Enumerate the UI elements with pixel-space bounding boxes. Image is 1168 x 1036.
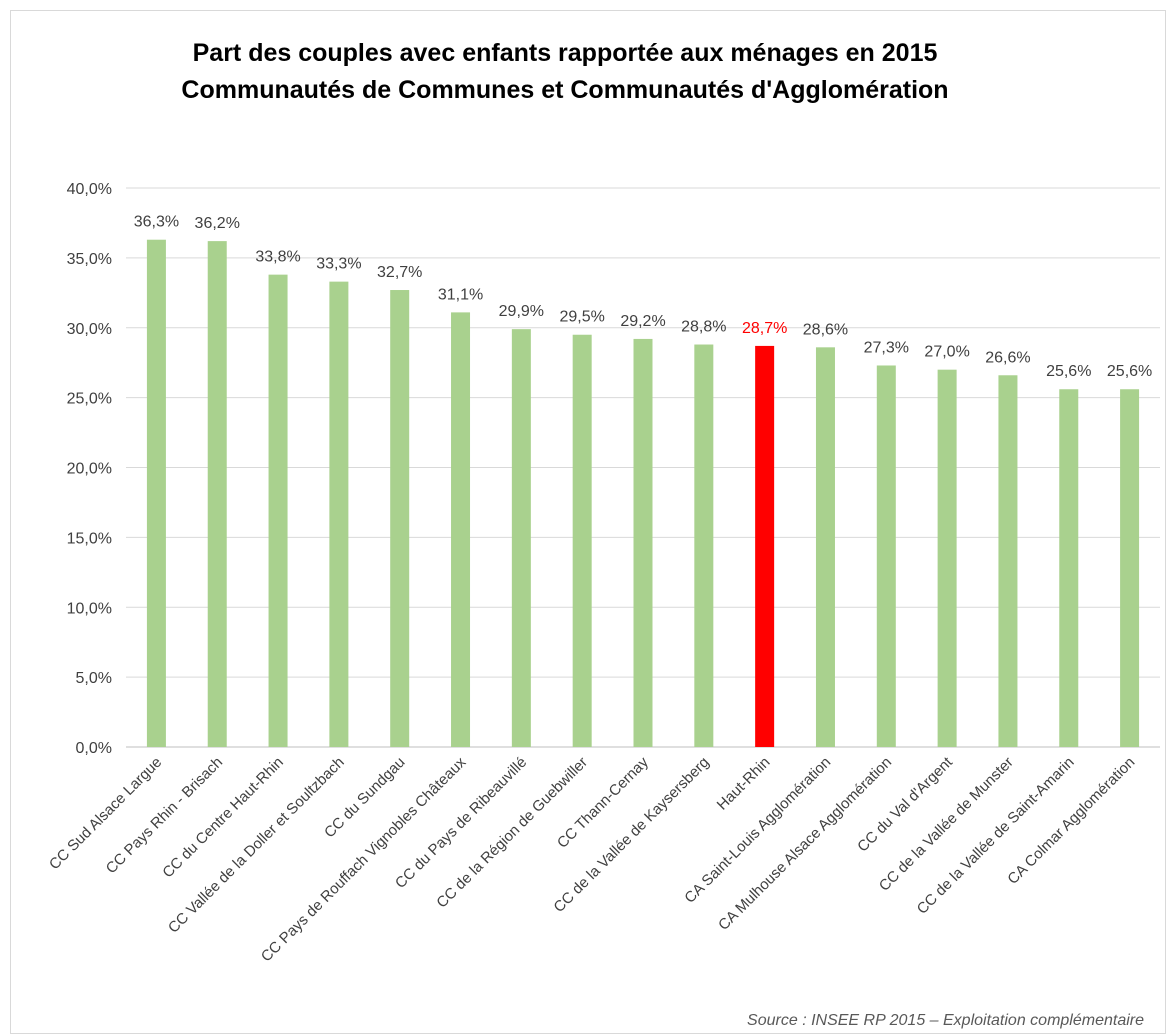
source-note: Source : INSEE RP 2015 – Exploitation co… — [747, 1012, 1144, 1029]
data-label: 33,8% — [255, 249, 300, 266]
data-label: 28,6% — [803, 321, 848, 338]
y-tick-label: 0,0% — [76, 740, 112, 757]
bar — [451, 312, 471, 747]
bar — [146, 239, 166, 747]
bar — [390, 290, 410, 747]
chart-title: Part des couples avec enfants rapportée … — [0, 35, 1130, 109]
x-tick-label: CC Pays Rhin - Brisach — [103, 754, 226, 877]
data-label: 26,6% — [985, 349, 1030, 366]
y-tick-label: 20,0% — [67, 461, 112, 478]
chart-title-line-1: Part des couples avec enfants rapportée … — [192, 39, 938, 67]
bar — [815, 347, 835, 747]
y-tick-label: 5,0% — [76, 670, 112, 687]
y-tick-label: 15,0% — [67, 530, 112, 547]
data-label: 29,9% — [499, 303, 544, 320]
y-tick-label: 10,0% — [67, 600, 112, 617]
data-label: 36,3% — [134, 214, 179, 231]
y-tick-label: 40,0% — [67, 181, 112, 198]
x-tick-label: Haut-Rhin — [714, 754, 774, 814]
bar — [876, 365, 896, 747]
y-tick-label: 35,0% — [67, 251, 112, 268]
x-tick-label: CA Colmar Agglomération — [1004, 754, 1138, 888]
data-label: 31,1% — [438, 286, 483, 303]
bar — [694, 344, 714, 747]
data-label: 27,0% — [924, 344, 969, 361]
bar — [572, 334, 592, 747]
bar — [755, 345, 775, 747]
data-label: 27,3% — [864, 339, 909, 356]
data-label: 28,7% — [742, 320, 787, 337]
chart-frame — [10, 10, 1166, 1034]
data-label: 25,6% — [1107, 363, 1152, 380]
y-tick-label: 30,0% — [67, 321, 112, 338]
data-label: 33,3% — [316, 256, 361, 273]
bar — [511, 329, 531, 747]
bar — [633, 338, 653, 747]
data-label: 25,6% — [1046, 363, 1091, 380]
bar — [998, 375, 1018, 747]
data-label: 29,2% — [620, 313, 665, 330]
y-tick-label: 25,0% — [67, 391, 112, 408]
bar — [329, 281, 349, 747]
data-label: 36,2% — [195, 215, 240, 232]
data-label: 29,5% — [559, 309, 604, 326]
data-label: 28,8% — [681, 319, 726, 336]
x-tick-label: CC du Centre Haut-Rhin — [159, 754, 287, 882]
chart-title-line-2: Communautés de Communes et Communautés d… — [181, 76, 949, 104]
x-tick-label: CC Sud Alsace Largue — [46, 754, 165, 873]
bar — [268, 274, 288, 747]
bar — [1120, 389, 1140, 747]
bar — [937, 369, 957, 747]
bar — [207, 241, 227, 748]
bar — [1059, 389, 1079, 747]
data-label: 32,7% — [377, 264, 422, 281]
